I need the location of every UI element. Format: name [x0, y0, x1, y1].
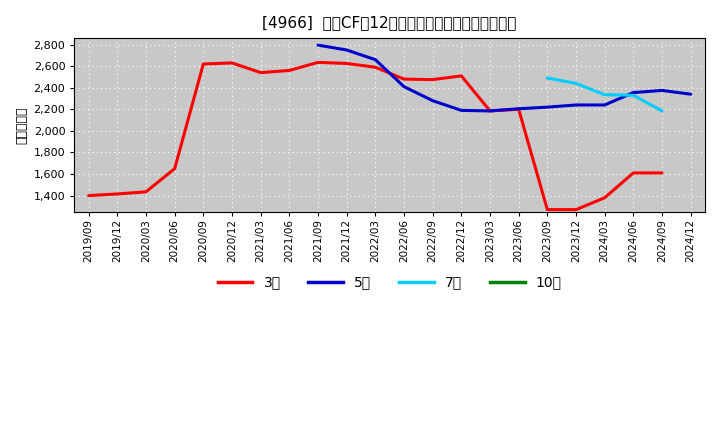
Legend: 3年, 5年, 7年, 10年: 3年, 5年, 7年, 10年	[212, 270, 567, 295]
Title: [4966]  投賄CFだ12か月移動合計の標準偏差の推移: [4966] 投賄CFだ12か月移動合計の標準偏差の推移	[263, 15, 517, 30]
Y-axis label: （百万円）: （百万円）	[15, 106, 28, 144]
